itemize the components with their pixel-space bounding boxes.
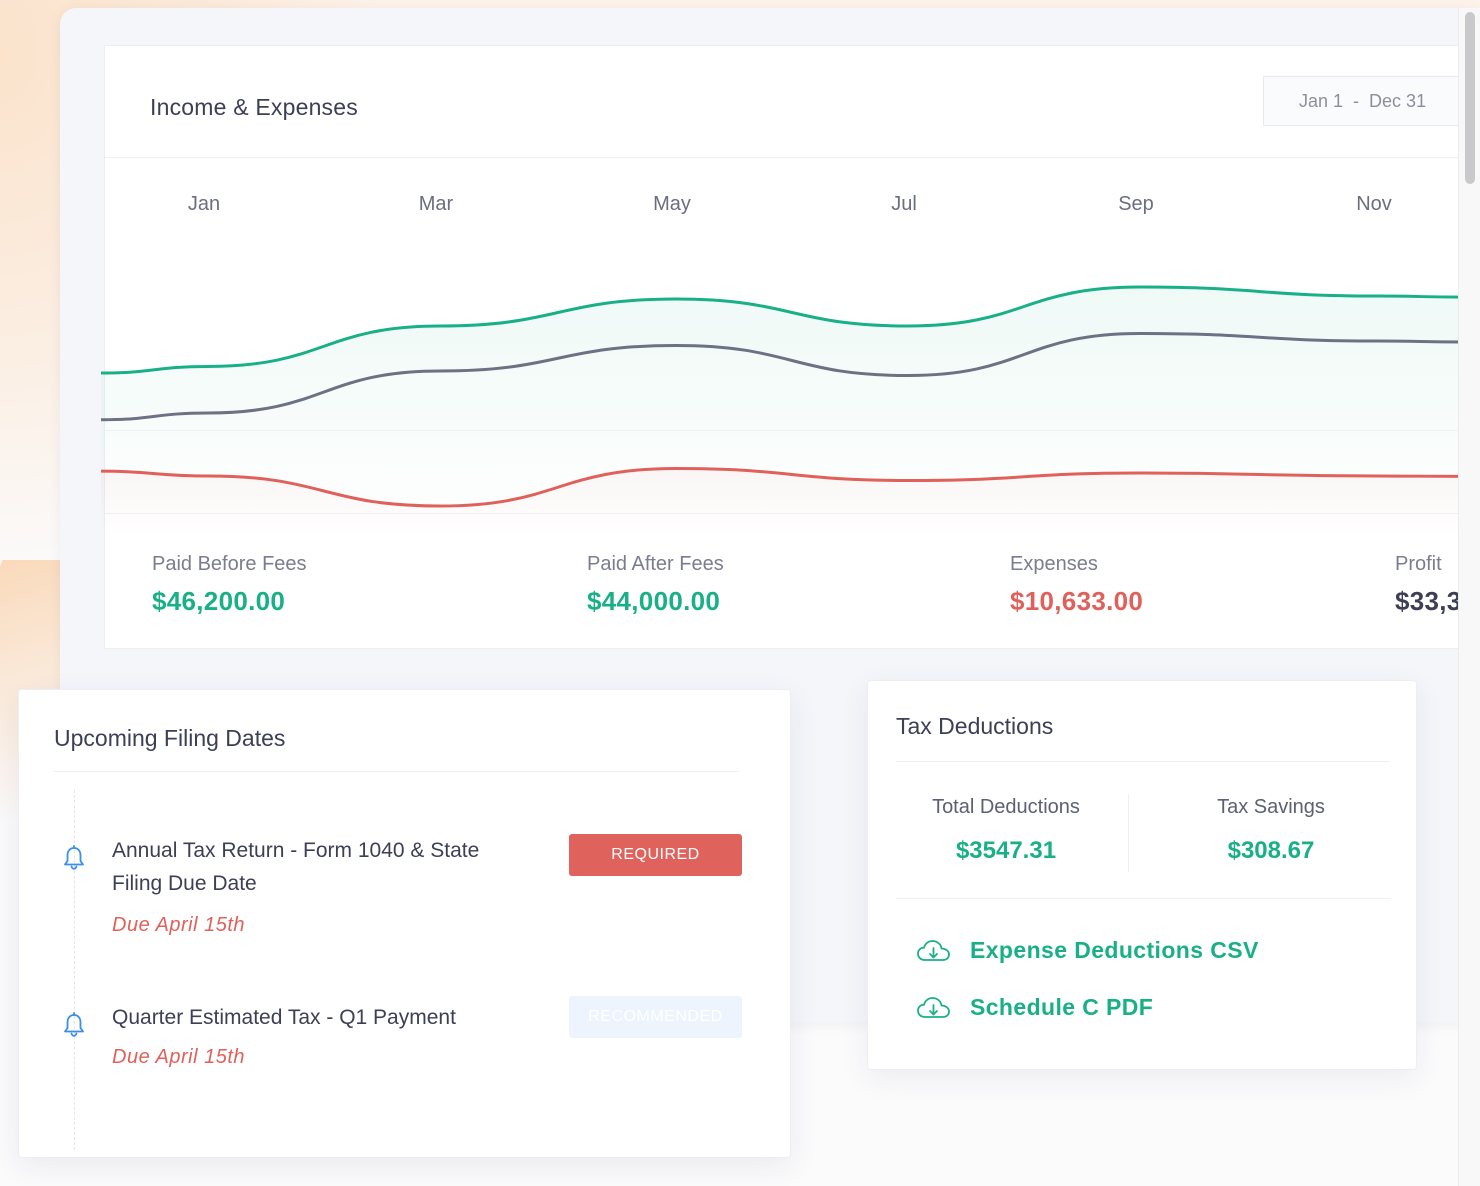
month-label-jul: Jul [891, 193, 917, 215]
chart-area-expenses [101, 468, 1463, 536]
filing-item-title-line: Quarter Estimated Tax - Q1 Payment [112, 1006, 456, 1029]
divider [896, 898, 1390, 899]
total-deductions-label: Total Deductions [932, 796, 1080, 818]
chart-line-expenses [101, 466, 1463, 508]
divider [105, 513, 1459, 514]
income-chart [101, 285, 1463, 536]
date-range-end: Dec 31 [1369, 90, 1427, 111]
upcoming-filing-dates-card: Upcoming Filing Dates Annual Tax Return … [18, 689, 791, 1158]
total-deductions: Total Deductions $3547.31 [891, 796, 1121, 865]
scrollbar-track[interactable] [1458, 8, 1480, 1186]
column-separator [1128, 794, 1129, 872]
date-range-picker[interactable]: Jan 1 - Dec 31 [1263, 76, 1463, 126]
filing-item-title-line: Filing Due Date [112, 872, 257, 895]
month-label-may: May [653, 193, 691, 215]
stat-profit: Profit $33,3 [1395, 553, 1459, 617]
stat-value: $10,633.00 [1010, 586, 1144, 616]
filing-item-due-date: Due April 15th [112, 914, 245, 936]
scrollbar-thumb[interactable] [1465, 12, 1475, 184]
filing-item-title[interactable]: Annual Tax Return - Form 1040 & State Fi… [112, 834, 552, 900]
bell-icon [64, 845, 84, 870]
month-label-nov: Nov [1356, 193, 1392, 215]
total-deductions-value: $3547.31 [955, 837, 1057, 864]
month-label-jan: Jan [187, 193, 221, 215]
timeline-line [74, 790, 75, 1150]
stat-label: Expenses [1010, 553, 1098, 575]
filing-card-title: Upcoming Filing Dates [54, 725, 286, 751]
tax-savings-value: $308.67 [1227, 837, 1315, 864]
filing-item-due-date: Due April 15th [112, 1046, 245, 1068]
date-range-separator: - [1353, 90, 1360, 111]
divider [54, 771, 740, 772]
tax-savings: Tax Savings $308.67 [1156, 796, 1386, 865]
stat-expenses: Expenses $10,633.00 [1010, 553, 1143, 617]
stat-label: Paid After Fees [587, 553, 724, 575]
tax-deductions-card: Tax Deductions Total Deductions $3547.31… [867, 680, 1417, 1070]
stat-value: $44,000.00 [587, 586, 721, 616]
income-expenses-title: Income & Expenses [150, 94, 358, 120]
tax-savings-label: Tax Savings [1217, 796, 1325, 818]
stat-label: Profit [1395, 553, 1442, 575]
income-expenses-card: Income & Expenses Jan 1 - Dec 31 Jan Mar… [101, 45, 1463, 649]
stat-paid-after-fees: Paid After Fees $44,000.00 [587, 553, 724, 617]
schedule-c-pdf-link[interactable]: Schedule C PDF [916, 994, 1153, 1021]
filing-item-title-line: Annual Tax Return - Form 1040 & State [112, 839, 480, 862]
bell-icon [64, 1012, 84, 1037]
recommended-badge: RECOMMENDED [569, 996, 742, 1038]
stat-value: $46,200.00 [152, 586, 286, 616]
stat-value: $33,3 [1395, 586, 1459, 616]
link-label: Expense Deductions CSV [970, 937, 1259, 963]
chart-line-paid-after-fees [101, 331, 1463, 422]
stat-paid-before-fees: Paid Before Fees $46,200.00 [152, 553, 307, 617]
month-label-sep: Sep [1118, 193, 1154, 215]
link-label: Schedule C PDF [970, 994, 1154, 1020]
required-badge: REQUIRED [569, 834, 742, 876]
cloud-download-icon [917, 996, 950, 1018]
chart-line-paid-before-fees [101, 285, 1463, 375]
tax-card-title: Tax Deductions [896, 713, 1054, 739]
divider [105, 157, 1459, 158]
expense-deductions-csv-link[interactable]: Expense Deductions CSV [916, 937, 1259, 964]
cloud-download-icon [917, 939, 950, 961]
filing-item-title[interactable]: Quarter Estimated Tax - Q1 Payment [112, 1001, 552, 1034]
divider [896, 761, 1390, 762]
month-label-mar: Mar [418, 193, 454, 215]
chart-gridline [105, 430, 1459, 431]
date-range-start: Jan 1 [1299, 90, 1344, 111]
stat-label: Paid Before Fees [152, 553, 307, 575]
